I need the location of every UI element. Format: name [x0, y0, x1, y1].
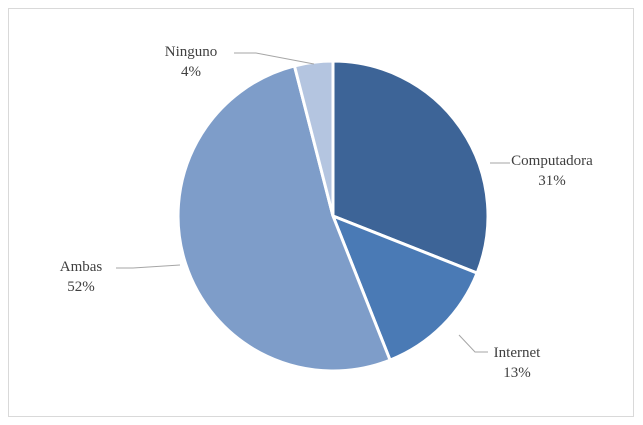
- leader-line-internet: [458, 334, 488, 353]
- pie-slice-internet: [330, 213, 480, 363]
- label-ambas-pct: 52%: [67, 279, 95, 295]
- label-computadora-name: Computadora: [511, 153, 593, 169]
- label-internet-pct: 13%: [503, 365, 531, 381]
- label-computadora-pct: 31%: [538, 173, 566, 189]
- leader-line-ninguno: [234, 52, 315, 65]
- leader-line-ambas: [116, 264, 181, 269]
- pie-slice-ninguno: [292, 59, 335, 217]
- pie-slice-computadora: [331, 59, 490, 276]
- label-ambas-name: Ambas: [60, 259, 103, 275]
- label-ninguno-name: Ninguno: [165, 44, 218, 60]
- leader-lines: [116, 52, 510, 353]
- pie-slices: [176, 59, 490, 373]
- pie-slice-ambas: [176, 64, 393, 373]
- label-internet-name: Internet: [494, 345, 541, 361]
- label-ninguno-pct: 4%: [181, 64, 201, 80]
